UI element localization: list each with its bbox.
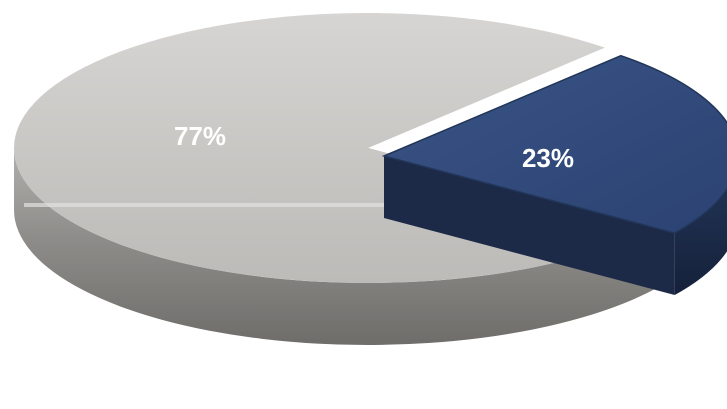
slice-23-cut-face [384,156,675,296]
slice-23-side [674,189,727,296]
slice-label-23: 23% [522,143,574,173]
slice-label-77: 77% [174,121,226,151]
slice-77-side [14,148,659,345]
pie-labels: 77% 23% [174,121,574,173]
slice-23-top [381,54,727,234]
slice-77-sheen [24,203,592,207]
pie-slices [14,13,727,345]
